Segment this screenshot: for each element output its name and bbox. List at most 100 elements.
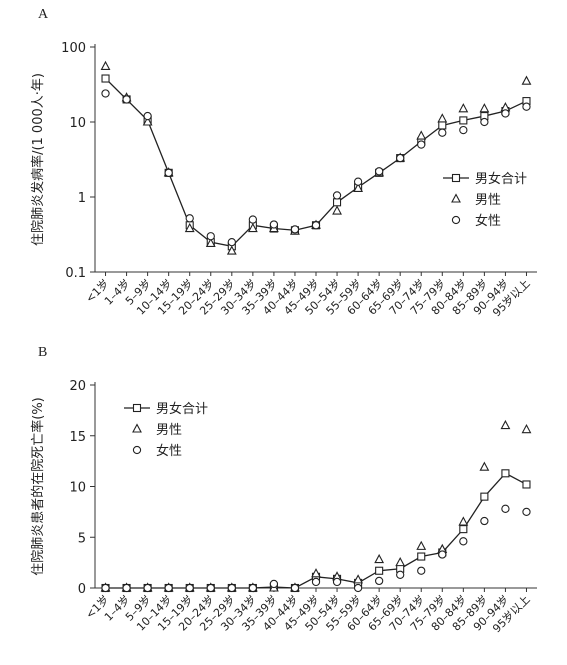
y-axis-label: 住院肺炎患者的在院死亡率(%) [30,397,46,576]
y-tick-label: 10 [69,481,86,496]
circle-marker [459,125,468,135]
y-tick-label: 1 [78,191,86,206]
y-axis-label: 住院肺炎发病率/(1 000人·年) [30,73,46,246]
y-tick-label: 15 [69,430,86,445]
circle-marker [206,232,215,241]
circle-marker [185,214,194,223]
circle-marker [501,109,510,118]
circle-marker [374,167,384,176]
triangle-marker [458,103,469,113]
circle-marker [396,153,405,163]
y-tick-label: 100 [61,41,86,56]
circle-marker [480,516,489,526]
triangle-marker [205,237,216,248]
triangle-marker [332,205,342,215]
triangle-marker [458,516,469,526]
legend-label: 男性 [156,423,182,438]
triangle-marker [437,113,448,123]
y-tick-label: 5 [78,531,86,546]
triangle-marker [142,116,153,126]
square-marker [375,566,384,575]
circle-marker [185,583,194,593]
triangle-marker [451,193,461,203]
y-tick-label: 10 [69,116,86,131]
triangle-marker [395,556,406,567]
circle-marker [459,537,468,546]
triangle-marker [374,553,385,564]
triangle-marker [100,60,111,71]
circle-marker [290,225,300,234]
square-marker [438,121,447,130]
square-marker [459,116,468,125]
legend-label: 女性 [475,213,501,229]
circle-marker [132,445,142,455]
panel-label: A [38,7,49,22]
circle-marker [248,583,258,593]
triangle-marker [416,540,427,550]
circle-marker [438,128,447,137]
circle-marker [417,566,426,575]
y-tick-label: 0 [78,582,86,597]
square-marker [522,480,531,489]
legend-label: 男女合计 [475,171,527,187]
circle-marker [143,583,152,593]
square-marker [101,74,110,83]
triangle-marker [132,423,142,433]
circle-marker [164,583,173,593]
triangle-marker [247,222,258,233]
circle-marker [396,570,405,579]
square-marker [332,198,342,207]
triangle-marker [184,222,195,233]
triangle-marker [521,423,532,434]
triangle-marker [353,574,364,584]
panel-label: B [38,345,47,360]
circle-marker [269,220,279,229]
circle-marker [143,111,152,121]
circle-marker [332,577,342,587]
legend-label: 女性 [156,443,182,459]
triangle-marker [479,461,490,471]
circle-marker [501,504,510,513]
circle-marker [164,168,173,177]
circle-marker [353,583,363,593]
circle-marker [122,95,131,104]
circle-marker [451,215,461,225]
circle-marker [101,89,110,98]
legend-label: 男性 [475,193,501,208]
triangle-marker [500,419,511,430]
square-marker [451,173,461,183]
square-marker [501,469,510,478]
square-marker [459,525,468,534]
circle-marker [417,140,426,149]
circle-marker [227,238,236,247]
circle-marker [227,583,236,593]
circle-marker [522,102,531,111]
square-marker [480,492,489,501]
legend-label: 男女合计 [156,401,208,417]
circle-marker [101,583,110,593]
circle-marker [522,507,531,517]
triangle-marker [311,568,321,578]
square-marker [417,552,426,561]
y-tick-label: 0.1 [65,266,86,281]
triangle-marker [353,182,364,193]
triangle-marker [416,130,427,140]
circle-marker [269,579,279,589]
circle-marker [311,577,321,587]
circle-marker [480,117,489,127]
circle-marker [311,221,321,230]
circle-marker [122,583,131,593]
circle-marker [332,191,342,200]
square-marker [132,403,142,413]
triangle-marker [479,103,490,113]
circle-marker [353,177,363,186]
y-tick-label: 20 [69,379,86,394]
circle-marker [374,576,384,586]
triangle-marker [521,75,532,85]
circle-marker [206,583,215,593]
circle-marker [290,583,300,593]
circle-marker [438,550,447,559]
circle-marker [248,215,258,224]
triangle-marker [226,245,237,255]
